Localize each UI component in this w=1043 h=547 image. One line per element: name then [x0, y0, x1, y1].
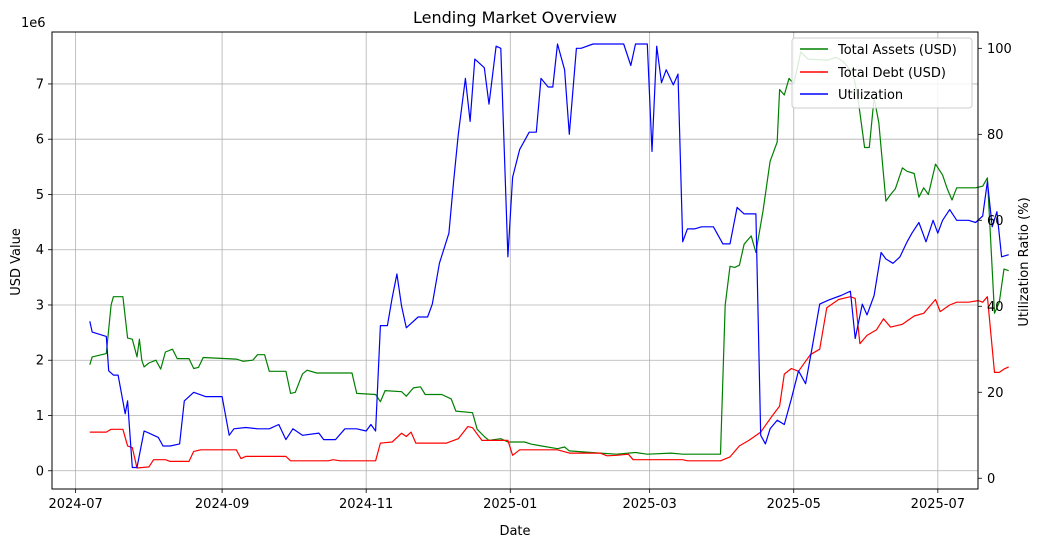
x-tick-label: 2025-01 [483, 497, 537, 512]
y2-tick-label: 60 [987, 214, 1004, 229]
y-tick-label: 7 [36, 77, 44, 92]
x-axis-title: Date [499, 524, 530, 539]
y2-tick-label: 0 [987, 472, 995, 487]
series-line-total-assets [89, 51, 1009, 455]
legend-label-total-assets: Total Assets (USD) [837, 43, 957, 58]
y-tick-label: 0 [36, 464, 44, 479]
legend: Total Assets (USD) Total Debt (USD) Util… [791, 37, 973, 109]
y-offset-label: 1e6 [21, 16, 46, 31]
x-tick-label: 2025-05 [767, 497, 821, 512]
y-tick-label: 6 [36, 133, 44, 148]
series-line-utilization [89, 43, 1009, 469]
x-tick-label: 2025-03 [622, 497, 676, 512]
x-tick-label: 2024-09 [195, 497, 249, 512]
plot-frame [51, 31, 979, 490]
y-tick-label: 4 [36, 243, 44, 258]
grid-lines [52, 32, 978, 489]
y-axis-title: USD Value [9, 228, 24, 296]
y2-tick-label: 20 [987, 386, 1004, 401]
y2-tick-label: 100 [987, 42, 1012, 57]
series-layer [89, 43, 1009, 469]
y2-axis-title: Utilization Ratio (%) [1017, 197, 1032, 326]
y2-tick-label: 80 [987, 128, 1004, 143]
y-tick-label: 5 [36, 188, 44, 203]
y-tick-label: 3 [36, 298, 44, 313]
y2-tick-label: 40 [987, 300, 1004, 315]
y-tick-label: 2 [36, 354, 44, 369]
x-tick-label: 2025-07 [911, 497, 965, 512]
x-tick-label: 2024-07 [48, 497, 102, 512]
legend-box [791, 37, 973, 109]
axis-ticks: 2024-07 2024-09 2024-11 2025-01 2025-03 2025-… [36, 42, 1012, 512]
y-tick-label: 1 [36, 409, 44, 424]
legend-label-utilization: Utilization [838, 88, 903, 103]
series-line-total-debt [89, 296, 1009, 469]
legend-label-total-debt: Total Debt (USD) [837, 66, 946, 81]
chart-title: Lending Market Overview [413, 8, 617, 27]
x-tick-label: 2024-11 [339, 497, 393, 512]
